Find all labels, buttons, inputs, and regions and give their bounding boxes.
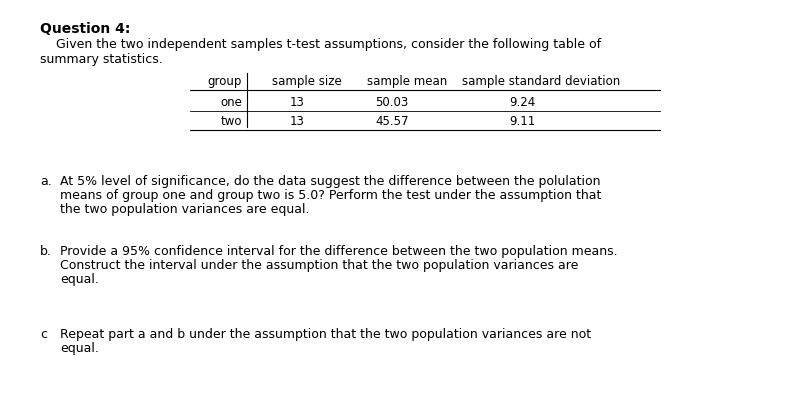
Text: At 5% level of significance, do the data suggest the difference between the polu: At 5% level of significance, do the data… <box>60 175 601 188</box>
Text: equal.: equal. <box>60 273 99 286</box>
Text: 45.57: 45.57 <box>375 115 409 128</box>
Text: Construct the interval under the assumption that the two population variances ar: Construct the interval under the assumpt… <box>60 259 578 272</box>
Text: 50.03: 50.03 <box>375 96 409 109</box>
Text: sample standard deviation: sample standard deviation <box>462 75 620 88</box>
Text: sample mean: sample mean <box>367 75 447 88</box>
Text: 13: 13 <box>290 96 305 109</box>
Text: Given the two independent samples t-test assumptions, consider the following tab: Given the two independent samples t-test… <box>40 38 601 51</box>
Text: summary statistics.: summary statistics. <box>40 53 162 66</box>
Text: two: two <box>221 115 242 128</box>
Text: c: c <box>40 328 47 341</box>
Text: group: group <box>208 75 242 88</box>
Text: sample size: sample size <box>272 75 342 88</box>
Text: the two population variances are equal.: the two population variances are equal. <box>60 203 310 216</box>
Text: a.: a. <box>40 175 52 188</box>
Text: one: one <box>220 96 242 109</box>
Text: 9.24: 9.24 <box>509 96 535 109</box>
Text: b.: b. <box>40 245 52 258</box>
Text: 9.11: 9.11 <box>509 115 535 128</box>
Text: equal.: equal. <box>60 342 99 355</box>
Text: Question 4:: Question 4: <box>40 22 130 36</box>
Text: Repeat part a and b under the assumption that the two population variances are n: Repeat part a and b under the assumption… <box>60 328 591 341</box>
Text: means of group one and group two is 5.0? Perform the test under the assumption t: means of group one and group two is 5.0?… <box>60 189 602 202</box>
Text: Provide a 95% confidence interval for the difference between the two population : Provide a 95% confidence interval for th… <box>60 245 618 258</box>
Text: 13: 13 <box>290 115 305 128</box>
